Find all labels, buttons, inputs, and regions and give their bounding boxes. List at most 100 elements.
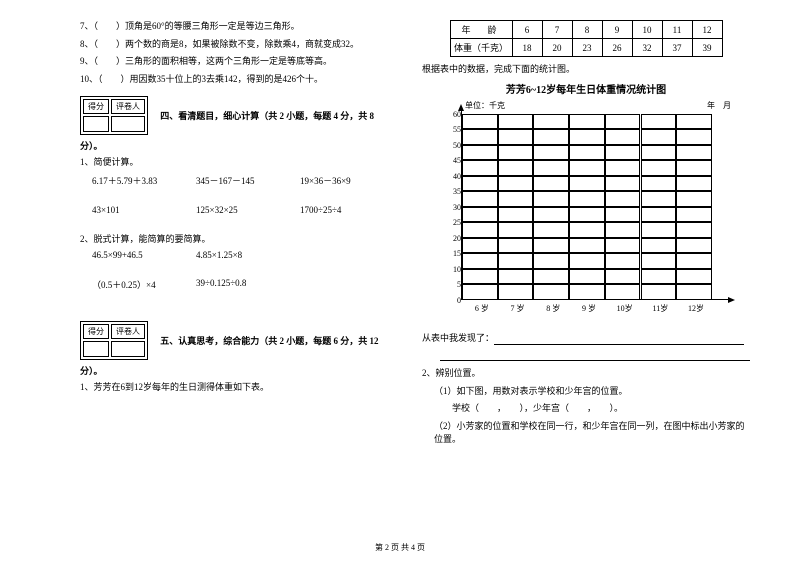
grid-cell [569, 284, 605, 300]
q8: 8、（ ）两个数的商是8，如果被除数不变，除数乘4，商就变成32。 [80, 38, 404, 52]
p1-e: 125×32×25 [196, 205, 300, 215]
p2-2: （2）小芳家的位置和学校在同一行，和少年宫在同一列，在图中标出小芳家的位置。 [434, 420, 750, 447]
chart-instruction: 根据表中的数据，完成下面的统计图。 [422, 63, 750, 77]
grid-cell [462, 238, 498, 254]
data-table: 年 龄 6 7 8 9 10 11 12 体重（千克） 18 20 23 26 … [450, 20, 723, 57]
age-cell: 11 [662, 21, 692, 39]
y-tick-label: 0 [441, 296, 461, 305]
p1-row1: 6.17＋5.79＋3.83 345－167－145 19×36－36×9 [92, 174, 404, 187]
p1-b: 345－167－145 [196, 174, 300, 187]
grid-cell [641, 238, 677, 254]
grid-cell [605, 207, 641, 223]
y-tick-label: 35 [441, 187, 461, 196]
grid-cell [641, 222, 677, 238]
p1-f: 1700÷25÷4 [300, 205, 404, 215]
grid-cell [498, 284, 534, 300]
p2-label: 2、辨别位置。 [422, 367, 750, 381]
grid-cell [569, 207, 605, 223]
grid-cell [676, 253, 712, 269]
grid-cell [498, 238, 534, 254]
score-box-1: 得分评卷人 [80, 96, 148, 135]
grid-cell [533, 207, 569, 223]
grid-cell [462, 176, 498, 192]
grid-cell [462, 145, 498, 161]
grid-cell [498, 145, 534, 161]
x-tick-label: 10岁 [610, 303, 640, 314]
right-column: 年 龄 6 7 8 9 10 11 12 体重（千克） 18 20 23 26 … [422, 20, 750, 451]
grid-cell [533, 222, 569, 238]
grid-cell [533, 253, 569, 269]
q9: 9、（ ）三角形的面积相等，这两个三角形一定是等底等高。 [80, 55, 404, 69]
grid-cell [533, 176, 569, 192]
grid-cell [533, 238, 569, 254]
y-tick-label: 15 [441, 249, 461, 258]
p2-b: 4.85×1.25×8 [196, 250, 300, 260]
q10: 10、（ ）用因数35十位上的3去乘142，得到的是426个十。 [80, 73, 404, 87]
grid-cell [676, 145, 712, 161]
grid-cell [605, 145, 641, 161]
chart-grid [461, 110, 731, 300]
age-cell: 12 [692, 21, 722, 39]
y-tick-label: 20 [441, 234, 461, 243]
grid-cell [533, 269, 569, 285]
y-tick-label: 50 [441, 141, 461, 150]
grid-cell [641, 145, 677, 161]
section-4-title: 四、看清题目，细心计算（共 2 小题，每题 4 分，共 8 [160, 109, 374, 122]
weight-cell: 18 [512, 39, 542, 57]
grid-cell [676, 222, 712, 238]
grid-cell [533, 191, 569, 207]
grid-cell [641, 253, 677, 269]
weight-cell: 20 [542, 39, 572, 57]
grid-cell [641, 129, 677, 145]
y-tick-label: 60 [441, 110, 461, 119]
weight-cell: 37 [662, 39, 692, 57]
grid-cell [569, 129, 605, 145]
grid-cell [462, 207, 498, 223]
p2-d: 39÷0.125÷0.8 [196, 278, 300, 291]
grid-cell [641, 284, 677, 300]
grid-cell [533, 160, 569, 176]
x-tick-label: 11岁 [645, 303, 675, 314]
grid-cell [569, 238, 605, 254]
score-cell-2: 得分 [83, 324, 109, 339]
obs-blank-2 [440, 349, 750, 361]
chart-title: 芳芳6~12岁每年生日体重情况统计图 [422, 81, 750, 96]
score-cell: 得分 [83, 99, 109, 114]
grid-cell [676, 129, 712, 145]
y-tick-label: 55 [441, 125, 461, 134]
grid-cell [533, 114, 569, 130]
grid-cell [676, 207, 712, 223]
table-row-weight: 体重（千克） 18 20 23 26 32 37 39 [450, 39, 722, 57]
grid-cell [605, 284, 641, 300]
age-cell: 7 [542, 21, 572, 39]
age-cell: 10 [632, 21, 662, 39]
grid-cell [462, 129, 498, 145]
grid-cell [498, 176, 534, 192]
p2-1a: 学校（ ， ），少年宫（ ， ）。 [452, 402, 750, 416]
y-tick-label: 45 [441, 156, 461, 165]
weight-cell: 23 [572, 39, 602, 57]
grid-cell [641, 191, 677, 207]
grid-cell [605, 114, 641, 130]
p2-row1: 46.5×99+46.5 4.85×1.25×8 [92, 250, 404, 260]
grid-cell [605, 160, 641, 176]
p1-row2: 43×101 125×32×25 1700÷25÷4 [92, 205, 404, 215]
grader-cell: 评卷人 [111, 99, 145, 114]
p1-title: 1、简便计算。 [80, 156, 404, 170]
grid-cell [605, 222, 641, 238]
grid-cell [569, 160, 605, 176]
grid-cell [641, 207, 677, 223]
grid-cell [498, 129, 534, 145]
p1-c: 19×36－36×9 [300, 174, 404, 187]
grid-cell [605, 191, 641, 207]
grid-cell [676, 284, 712, 300]
grid-cell [605, 129, 641, 145]
x-tick-label: 7 岁 [503, 303, 533, 314]
p2-1: （1）如下图，用数对表示学校和少年宫的位置。 [434, 385, 750, 399]
y-tick-label: 5 [441, 280, 461, 289]
grid-cell [462, 284, 498, 300]
section-5-title: 五、认真思考，综合能力（共 2 小题，每题 6 分，共 12 [160, 334, 378, 347]
age-cell: 6 [512, 21, 542, 39]
grid-cell [641, 269, 677, 285]
grid-cell [498, 160, 534, 176]
